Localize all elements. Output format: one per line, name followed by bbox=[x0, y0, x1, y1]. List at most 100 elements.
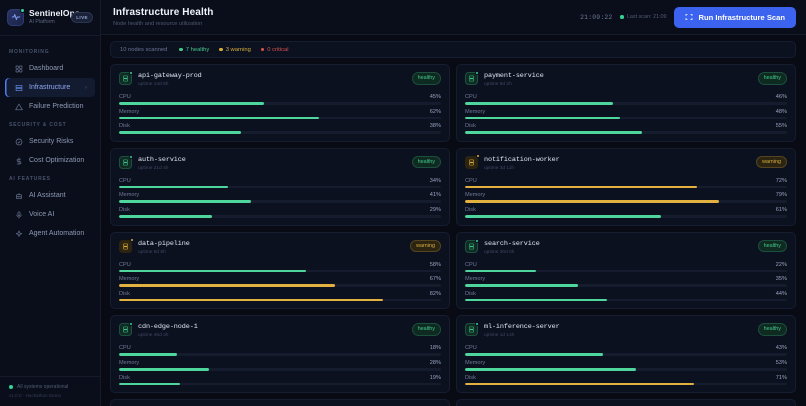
node-status-dot-icon bbox=[475, 322, 479, 327]
metric-bar-track bbox=[465, 102, 787, 105]
node-status-dot-icon bbox=[475, 71, 479, 75]
sidebar-item-failure-prediction[interactable]: Failure Prediction bbox=[5, 97, 95, 116]
node-name: notification-worker bbox=[484, 155, 560, 164]
metric-row: Disk 71% bbox=[465, 375, 787, 386]
sidebar-item-infrastructure[interactable]: Infrastructure › bbox=[5, 78, 95, 97]
metric-row: Memory 67% bbox=[119, 276, 441, 287]
node-card[interactable]: data-pipeline uptime 5d 8h warning CPU 58% Me… bbox=[110, 231, 450, 310]
node-name: ml-inference-server bbox=[484, 323, 560, 332]
metric-label: Memory bbox=[465, 192, 486, 199]
metric-value: 71% bbox=[775, 374, 787, 381]
version-label: v1.0.0 · Hackathon Demo bbox=[9, 393, 62, 398]
content-scroll-area[interactable]: 10 nodes scanned 7 healthy 3 warning 0 c… bbox=[101, 35, 806, 406]
metric-row: CPU 18% bbox=[119, 345, 441, 356]
node-card[interactable]: auth-service uptime 21d 4h healthy CPU 34% Me… bbox=[110, 147, 450, 226]
metric-bar-fill bbox=[119, 116, 319, 120]
metric-row: CPU 46% bbox=[465, 94, 787, 105]
metric-label: Memory bbox=[119, 359, 140, 366]
node-uptime: uptime 14d 6h bbox=[138, 82, 169, 87]
node-card[interactable]: search-service uptime 30d 0h healthy CPU 22%… bbox=[456, 231, 796, 310]
status-badge: healthy bbox=[757, 323, 787, 336]
last-scan-label: Last scan: 21:09 bbox=[626, 14, 667, 20]
server-node-icon bbox=[465, 238, 479, 253]
metric-bar-fill bbox=[119, 269, 306, 273]
summary-healthy: 7 healthy bbox=[179, 47, 209, 53]
brand-header[interactable]: SentinelOps AI Platform LIVE bbox=[0, 0, 100, 36]
nav-section-ai-label: AI FEATURES bbox=[9, 176, 51, 182]
node-card[interactable]: api-gateway-prod uptime 14d 6h healthy CPU 4… bbox=[110, 64, 450, 142]
server-node-icon bbox=[119, 237, 134, 253]
metric-bar-track bbox=[465, 353, 787, 356]
metric-value: 41% bbox=[429, 192, 441, 199]
node-name: payment-service bbox=[484, 72, 544, 80]
sidebar-item-dashboard[interactable]: Dashboard bbox=[5, 59, 95, 78]
top-bar: Infrastructure Health Node health and re… bbox=[101, 0, 806, 35]
metric-value: 62% bbox=[429, 108, 441, 115]
metric-bar-fill bbox=[465, 382, 694, 386]
sidebar-item-agent-automation[interactable]: Agent Automation bbox=[5, 224, 95, 243]
metric-row: Disk 38% bbox=[119, 123, 441, 134]
sidebar-item-label: Infrastructure bbox=[29, 84, 71, 91]
metric-label: CPU bbox=[119, 94, 131, 100]
shield-check-icon bbox=[14, 137, 23, 146]
metric-value: 38% bbox=[429, 123, 441, 130]
metric-row: Disk 19% bbox=[119, 375, 441, 386]
metric-bar-fill bbox=[465, 214, 662, 218]
node-card[interactable]: ml-inference-server uptime 1d 14h healthy C… bbox=[456, 315, 796, 394]
metric-value: 72% bbox=[775, 177, 787, 184]
sidebar-nav: MONITORING Dashboard Infrastr bbox=[0, 36, 100, 376]
metric-value: 19% bbox=[429, 374, 441, 381]
node-card[interactable]: notification-worker uptime 3d 11h warning C… bbox=[456, 147, 796, 226]
node-status-dot-icon bbox=[476, 153, 480, 158]
metric-bar-track bbox=[465, 200, 787, 203]
page-subtitle: Node health and resource utilization bbox=[113, 20, 203, 27]
metric-label: Disk bbox=[119, 374, 130, 381]
node-card-grid: api-gateway-prod uptime 14d 6h healthy CPU 4… bbox=[110, 64, 796, 406]
chevron-right-icon: › bbox=[85, 84, 87, 91]
sidebar-item-label: Voice AI bbox=[29, 211, 55, 218]
metric-row: CPU 43% bbox=[465, 345, 787, 356]
metric-bar-track bbox=[119, 382, 441, 386]
node-uptime: uptime 5d 8h bbox=[138, 249, 166, 255]
node-card[interactable]: cdn-edge-node-1 uptime 45d 3h healthy CPU 18… bbox=[110, 315, 450, 394]
metric-bar-track bbox=[119, 131, 441, 134]
status-badge: healthy bbox=[411, 323, 441, 336]
scan-frame-icon bbox=[685, 13, 693, 21]
metric-bar-fill bbox=[119, 200, 252, 203]
server-rack-icon bbox=[14, 83, 23, 92]
metric-row: Disk 55% bbox=[465, 123, 787, 134]
metric-row: CPU 72% bbox=[465, 178, 787, 189]
metric-label: CPU bbox=[465, 261, 477, 268]
clock: 21:09:22 bbox=[580, 13, 613, 21]
node-card[interactable]: cache-redis-primaryuptime 12d 7hhealthy bbox=[110, 399, 450, 406]
node-name: api-gateway-prod bbox=[138, 72, 202, 80]
node-name: search-service bbox=[484, 239, 540, 248]
nav-section-security-label: SECURITY & COST bbox=[9, 122, 67, 128]
metric-label: Memory bbox=[465, 276, 486, 283]
metric-bar-fill bbox=[465, 367, 636, 371]
last-scan-status: Last scan: 21:09 bbox=[620, 14, 666, 20]
node-status-dot-icon bbox=[475, 238, 479, 243]
sidebar-item-security-risks[interactable]: Security Risks bbox=[5, 132, 95, 151]
sidebar-item-voice-ai[interactable]: Voice AI bbox=[5, 205, 95, 224]
metric-bar-track bbox=[119, 102, 441, 105]
metric-bar-fill bbox=[119, 102, 264, 105]
node-status-dot-icon bbox=[129, 71, 133, 75]
run-infrastructure-scan-button[interactable]: Run Infrastructure Scan bbox=[674, 6, 796, 28]
metric-label: Disk bbox=[119, 123, 130, 130]
server-node-icon bbox=[465, 322, 479, 337]
dollar-sign-icon bbox=[14, 156, 23, 165]
scan-button-label: Run Infrastructure Scan bbox=[698, 12, 785, 22]
robot-head-icon bbox=[14, 191, 23, 200]
metric-row: Disk 61% bbox=[465, 207, 787, 218]
node-card[interactable]: payment-service uptime 9d 2h healthy CPU 46%… bbox=[456, 64, 796, 142]
summary-warning: 3 warning bbox=[219, 47, 251, 53]
sidebar-item-ai-assistant[interactable]: AI Assistant bbox=[5, 186, 95, 205]
metric-label: Disk bbox=[465, 123, 476, 130]
metric-row: CPU 34% bbox=[119, 178, 441, 189]
warning-dot-icon bbox=[219, 47, 223, 52]
node-card[interactable]: log-aggregatoruptime 8d 5hwarning bbox=[456, 399, 796, 406]
sidebar-item-cost-optimization[interactable]: Cost Optimization bbox=[5, 151, 95, 170]
summary-healthy-label: 7 healthy bbox=[185, 46, 210, 53]
